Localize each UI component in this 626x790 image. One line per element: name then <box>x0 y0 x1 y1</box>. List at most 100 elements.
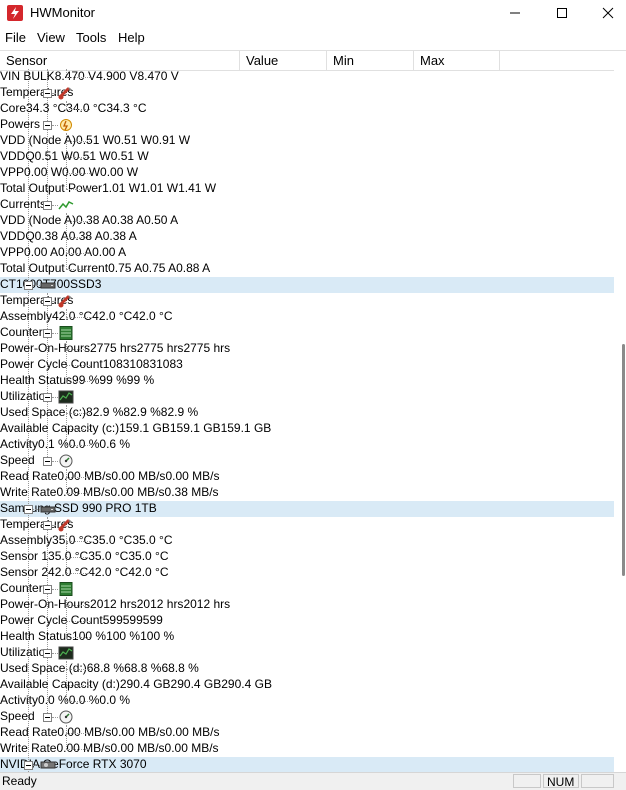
tree-group-connector <box>52 333 58 334</box>
sensor-tree[interactable]: VIN BULK8.470 V4.900 V8.470 V Temperature… <box>0 69 614 772</box>
sensor-label: VIN BULK <box>0 69 55 83</box>
sensor-label: Speed <box>0 453 35 467</box>
collapse-toggle-icon[interactable] <box>24 505 33 514</box>
sensor-max: 0.00 MB/s <box>165 469 220 483</box>
row-content: Power Cycle Count599599599 <box>0 613 614 629</box>
tree-group-connector <box>52 461 58 462</box>
row-content: Total Output Current0.75 A0.75 A0.88 A <box>0 261 614 277</box>
row-content: Power Cycle Count108310831083 <box>0 357 614 373</box>
sensor-min: 0.0 % <box>68 437 100 451</box>
row-content: Activity0.0 %0.0 %0.0 % <box>0 693 614 709</box>
sensor-max: 34.3 °C <box>106 101 147 115</box>
column-min[interactable]: Min <box>327 51 414 70</box>
sensor-value: 1083 <box>102 357 130 371</box>
collapse-toggle-icon[interactable] <box>43 297 52 306</box>
tree-leaf-connector <box>66 189 90 190</box>
gpu-icon <box>40 758 56 772</box>
sensor-value: 68.8 % <box>86 661 125 675</box>
collapse-toggle-icon[interactable] <box>43 201 52 210</box>
status-num: NUM <box>543 774 579 789</box>
sensor-label: Power Cycle Count <box>0 613 103 627</box>
menu-view[interactable]: View <box>37 30 65 45</box>
tree-leaf-connector <box>66 237 90 238</box>
row-content: Write Rate0.00 MB/s0.00 MB/s0.00 MB/s <box>0 741 614 757</box>
current-icon <box>58 198 74 212</box>
tree-leaf-connector <box>66 749 90 750</box>
collapse-toggle-icon[interactable] <box>43 649 52 658</box>
tree-leaf-connector <box>66 573 90 574</box>
column-sensor[interactable]: Sensor <box>0 51 240 70</box>
menu-tools[interactable]: Tools <box>76 30 107 45</box>
device-row[interactable] <box>0 757 614 772</box>
collapse-toggle-icon[interactable] <box>43 121 52 130</box>
column-header: Sensor Value Min Max <box>0 50 626 71</box>
counter-icon <box>58 582 74 596</box>
tree-branch-line <box>47 293 48 461</box>
counter-icon <box>58 326 74 340</box>
sensor-label: VPP <box>0 165 25 179</box>
sensor-label: Power Cycle Count <box>0 357 103 371</box>
sensor-value: 82.9 % <box>86 405 124 419</box>
row-content: Total Output Power1.01 W1.01 W1.41 W <box>0 181 614 197</box>
sensor-label: Write Rate <box>0 485 57 499</box>
tree-leaf-connector <box>66 557 90 558</box>
collapse-toggle-icon[interactable] <box>24 281 33 290</box>
sensor-max: 99 % <box>126 373 155 387</box>
sensor-label: Sensor 1 <box>0 549 49 563</box>
sensor-max: 599 <box>142 613 163 627</box>
row-content: Currents <box>0 197 614 213</box>
device-row[interactable] <box>0 501 614 517</box>
row-content: Core34.3 °C34.0 °C34.3 °C <box>0 101 614 117</box>
column-value[interactable]: Value <box>240 51 327 70</box>
sensor-value: 0.51 W <box>76 133 115 147</box>
tree-branch-line <box>47 69 48 205</box>
sensor-min: 0.38 A <box>110 213 145 227</box>
close-button[interactable] <box>585 0 626 26</box>
menu-help[interactable]: Help <box>118 30 145 45</box>
sensor-min: 290.4 GB <box>170 677 222 691</box>
tree-leaf-line <box>66 341 67 381</box>
tree-group-connector <box>33 509 40 510</box>
tree-leaf-connector <box>66 349 90 350</box>
device-row[interactable] <box>0 277 614 293</box>
sensor-min: 0.0 % <box>68 693 100 707</box>
collapse-toggle-icon[interactable] <box>43 89 52 98</box>
sensor-min: 1.01 W <box>140 181 179 195</box>
tree-leaf-line <box>66 101 67 109</box>
sensor-label: Core <box>0 101 27 115</box>
tree-leaf-line <box>66 725 67 749</box>
sensor-min: 1083 <box>129 357 157 371</box>
tree-leaf-connector <box>66 733 90 734</box>
sensor-value: 290.4 GB <box>119 677 171 691</box>
collapse-toggle-icon[interactable] <box>43 713 52 722</box>
sensor-min: 42.0 °C <box>92 309 133 323</box>
sensor-label: Counters <box>0 325 49 339</box>
tree-leaf-line <box>66 661 67 701</box>
tree-leaf-connector <box>66 637 90 638</box>
tree-leaf-connector <box>66 413 90 414</box>
collapse-toggle-icon[interactable] <box>43 457 52 466</box>
collapse-toggle-icon[interactable] <box>43 521 52 530</box>
scrollbar-thumb[interactable] <box>622 344 625 576</box>
tree-group-connector <box>52 525 58 526</box>
sensor-value: 0.00 MB/s <box>57 725 112 739</box>
power-icon <box>58 118 74 132</box>
tree-leaf-connector <box>66 381 90 382</box>
collapse-toggle-icon[interactable] <box>43 393 52 402</box>
sensor-max: 159.1 GB <box>220 421 272 435</box>
menu-file[interactable]: File <box>5 30 26 45</box>
drive-icon <box>40 502 56 516</box>
sensor-value: 0.00 MB/s <box>57 469 112 483</box>
sensor-label: VDDQ <box>0 149 35 163</box>
collapse-toggle-icon[interactable] <box>24 761 33 770</box>
sensor-label: Used Space (d:) <box>0 661 87 675</box>
sensor-label: Read Rate <box>0 469 58 483</box>
maximize-button[interactable] <box>539 0 585 26</box>
sensor-label: Currents <box>0 197 47 211</box>
column-max[interactable]: Max <box>414 51 500 70</box>
vertical-scrollbar[interactable] <box>614 69 626 772</box>
sensor-value: 0.09 MB/s <box>56 485 111 499</box>
collapse-toggle-icon[interactable] <box>43 585 52 594</box>
collapse-toggle-icon[interactable] <box>43 329 52 338</box>
minimize-button[interactable] <box>492 0 538 26</box>
